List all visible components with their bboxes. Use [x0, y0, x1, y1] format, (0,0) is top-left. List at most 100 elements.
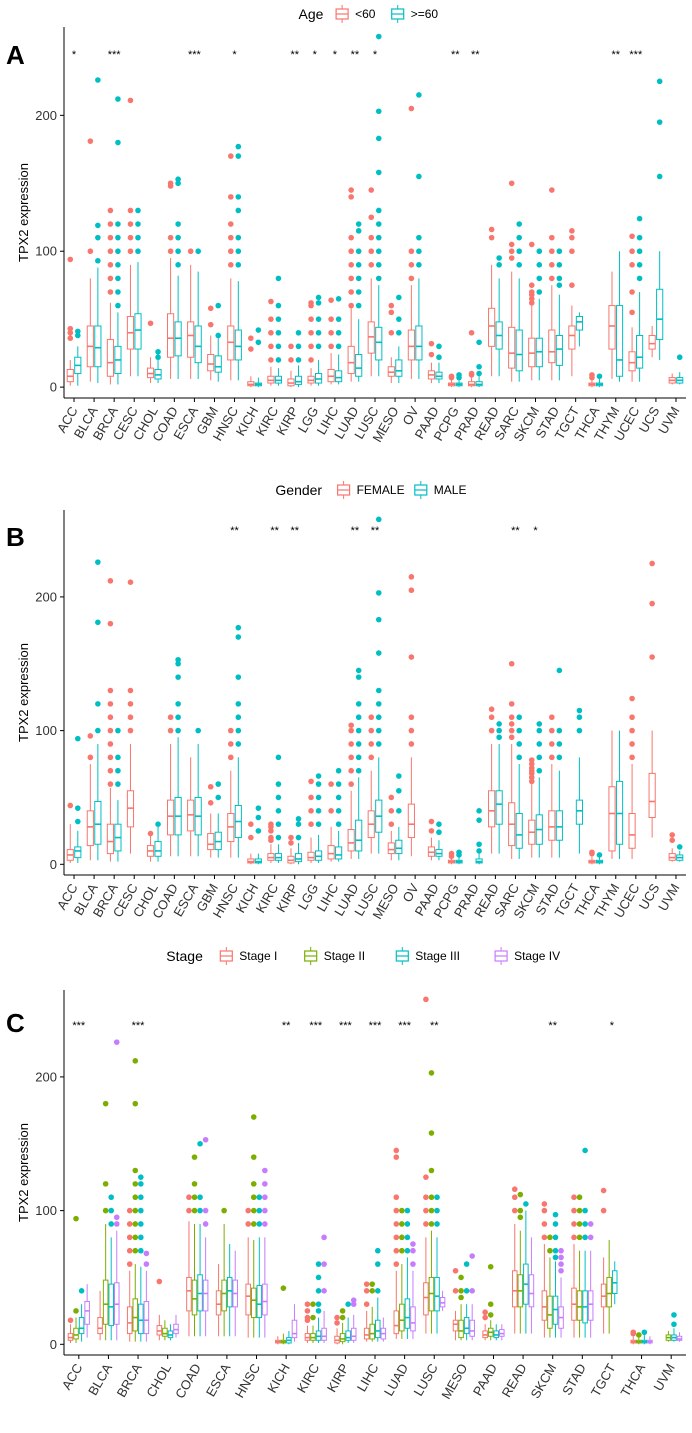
box-UVM-FEMALE — [668, 832, 676, 862]
outlier-point — [600, 1207, 607, 1214]
outlier-point — [368, 234, 375, 241]
outlier-point — [375, 714, 382, 721]
outlier-point — [517, 1214, 524, 1221]
outlier-point — [552, 1221, 559, 1227]
outlier-point — [528, 774, 535, 781]
box-HNSC--60 — [234, 143, 242, 381]
outlier-point — [669, 832, 676, 838]
box-body — [73, 1327, 79, 1340]
box-GBM--60 — [214, 302, 222, 382]
outlier-point — [127, 687, 134, 694]
box-body — [555, 334, 563, 366]
outlier-point — [321, 1261, 327, 1267]
outlier-point — [275, 794, 282, 801]
box-body — [134, 313, 142, 350]
outlier-point — [396, 787, 402, 794]
outlier-point — [268, 329, 274, 336]
box-UCEC-FEMALE — [628, 695, 636, 859]
box-STAD-FEMALE — [548, 714, 556, 858]
outlier-point — [556, 248, 563, 255]
outlier-point — [374, 1288, 381, 1294]
outlier-point — [536, 721, 543, 727]
outlier-point — [355, 714, 362, 721]
outlier-point — [328, 781, 334, 787]
box-STAD-Stage-III — [582, 1147, 588, 1338]
x-tick-label: BRCA — [114, 1361, 145, 1400]
significance-label: * — [72, 49, 77, 61]
outlier-point — [127, 714, 134, 721]
outlier-point — [375, 234, 382, 241]
legend-label: Stage I — [239, 949, 277, 963]
box-LUSC-Stage-III — [434, 1194, 440, 1334]
outlier-point — [175, 660, 181, 667]
box-body — [154, 841, 162, 857]
outlier-point — [275, 357, 282, 363]
outlier-point — [245, 1221, 251, 1227]
outlier-point — [388, 821, 395, 827]
outlier-point — [423, 1207, 429, 1214]
outlier-point — [452, 1288, 459, 1294]
x-tick-label: SKCM — [528, 1361, 560, 1401]
significance-label: *** — [339, 1020, 353, 1032]
outlier-point — [488, 714, 495, 721]
box-body — [221, 1279, 227, 1312]
outlier-point — [508, 180, 515, 187]
outlier-point — [375, 687, 382, 694]
outlier-point — [355, 767, 362, 774]
legend-key — [219, 947, 233, 965]
box-body — [226, 1276, 233, 1308]
outlier-point — [275, 808, 282, 814]
x-tick-label: ESCA — [203, 1361, 234, 1399]
outlier-point — [516, 221, 523, 227]
outlier-point — [396, 808, 402, 814]
outlier-point — [508, 255, 515, 261]
outlier-point — [393, 1154, 400, 1160]
outlier-point — [436, 829, 442, 836]
x-tick-label: KIRP — [273, 404, 301, 438]
outlier-point — [275, 329, 282, 336]
outlier-point — [268, 828, 274, 834]
outlier-point — [127, 701, 134, 707]
outlier-point — [388, 309, 395, 316]
outlier-point — [308, 821, 314, 827]
box-body — [587, 1290, 594, 1321]
box-COAD-FEMALE — [167, 714, 175, 857]
box-body — [234, 329, 242, 361]
outlier-point — [629, 233, 635, 240]
y-tick-label: 0 — [50, 857, 57, 872]
outlier-point — [408, 714, 415, 721]
box-body — [335, 846, 343, 860]
outlier-point — [355, 289, 362, 295]
outlier-point — [335, 343, 342, 350]
box-ESCA--60 — [194, 248, 202, 379]
box-body — [575, 315, 583, 331]
outlier-point — [368, 714, 375, 721]
outlier-point — [175, 221, 181, 227]
outlier-point — [315, 329, 322, 336]
outlier-point — [569, 234, 575, 241]
outlier-point — [191, 1181, 198, 1187]
outlier-point — [375, 727, 382, 734]
outlier-point — [436, 354, 442, 361]
outlier-point — [195, 727, 201, 734]
outlier-point — [399, 1221, 405, 1227]
box-UCS--60 — [648, 325, 656, 358]
outlier-point — [197, 1194, 203, 1201]
outlier-point — [107, 248, 114, 255]
outlier-point — [268, 343, 274, 350]
legend-label: <60 — [355, 7, 376, 21]
outlier-point — [482, 1314, 488, 1321]
box-LUSC-Stage-II — [428, 1070, 435, 1334]
outlier-point — [541, 1234, 548, 1241]
box-BLCA--60 — [86, 138, 94, 382]
box-STAD-Stage-I — [571, 1194, 577, 1338]
box-PAAD--60 — [427, 340, 436, 384]
outlier-point — [235, 701, 242, 707]
significance-label: * — [333, 49, 338, 61]
box-LIHC-Stage-IV — [380, 1317, 387, 1342]
outlier-point — [517, 1207, 524, 1214]
box-KIRP-Stage-III — [345, 1301, 351, 1343]
outlier-point — [404, 1234, 411, 1241]
box-HNSC-FEMALE — [227, 727, 235, 858]
